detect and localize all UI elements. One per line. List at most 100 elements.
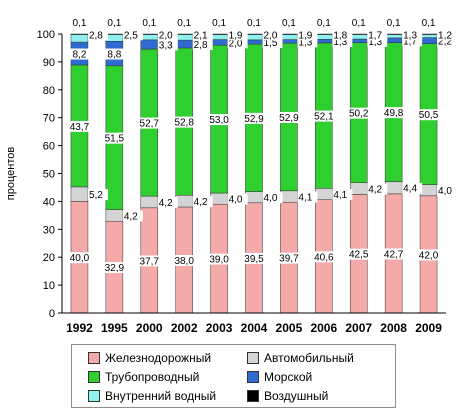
data-label-bg xyxy=(275,252,302,264)
data-label: 2,5 xyxy=(124,30,138,41)
legend-swatch xyxy=(88,352,100,364)
data-label-bg xyxy=(262,36,283,48)
data-label: 0,1 xyxy=(107,18,121,29)
data-label-bg xyxy=(380,248,407,260)
data-label-bg xyxy=(66,120,93,132)
data-label: 52,9 xyxy=(244,114,264,125)
data-label: 52,9 xyxy=(279,113,299,124)
data-label-bg xyxy=(69,17,90,28)
bar-segment xyxy=(210,33,228,35)
data-label: 43,7 xyxy=(70,122,90,133)
data-label: 0,1 xyxy=(212,18,226,29)
data-label: 39,7 xyxy=(279,254,299,265)
data-label: 5,2 xyxy=(89,190,103,201)
data-label: 40,6 xyxy=(314,252,334,263)
bar-segment xyxy=(419,184,438,197)
data-label: 0,1 xyxy=(282,18,296,29)
data-label: 0,1 xyxy=(247,18,261,29)
data-label-bg xyxy=(262,192,283,204)
data-label: 42,5 xyxy=(349,250,369,261)
data-label: 38,0 xyxy=(174,256,194,267)
legend-swatch xyxy=(88,390,100,402)
legend-label: Автомобильный xyxy=(264,351,354,365)
data-label: 2,2 xyxy=(438,37,452,48)
data-label: 53,0 xyxy=(209,115,229,126)
y-tick-label: 20 xyxy=(43,252,55,264)
data-label: 1,3 xyxy=(298,37,312,48)
data-label-bg xyxy=(227,37,248,49)
data-label: 4,0 xyxy=(264,193,278,204)
bar-segment xyxy=(105,209,124,222)
bar-segment xyxy=(245,33,263,35)
data-label: 1,7 xyxy=(403,36,417,47)
data-label-bg xyxy=(171,254,198,266)
bar-segment xyxy=(245,39,263,45)
legend: Железнодорожный Автомобильный Трубопроводн… xyxy=(71,344,396,408)
data-label-bg xyxy=(332,189,353,201)
x-tick-label: 2002 xyxy=(171,321,198,335)
data-label-bg xyxy=(174,17,195,28)
data-label: 4,1 xyxy=(298,193,312,204)
bar-segment xyxy=(175,39,193,49)
data-label: 32,9 xyxy=(105,263,125,274)
data-label-bg xyxy=(157,39,178,51)
data-label-bg xyxy=(87,189,108,201)
bar-segment xyxy=(315,39,333,44)
data-label: 1,3 xyxy=(403,30,417,41)
data-label-bg xyxy=(157,29,178,41)
data-label-bg xyxy=(297,36,318,48)
y-tick-label: 0 xyxy=(49,308,55,320)
legend-item: Воздушный xyxy=(247,388,328,404)
x-tick-label: 2009 xyxy=(415,321,442,335)
legend-item: Железнодорожный xyxy=(88,350,211,366)
bar-segment xyxy=(175,195,193,208)
data-label: 8,8 xyxy=(107,50,121,61)
data-label: 4,2 xyxy=(159,198,173,209)
bar-segment xyxy=(210,192,228,205)
data-label: 52,7 xyxy=(140,119,160,130)
data-label: 0,1 xyxy=(387,18,401,29)
data-label-bg xyxy=(66,252,93,264)
legend-item: Трубопроводный xyxy=(88,369,199,385)
data-label-bg xyxy=(310,110,337,122)
bar-segment xyxy=(419,33,438,35)
data-label: 37,7 xyxy=(140,256,160,267)
y-tick-label: 10 xyxy=(43,280,55,292)
data-label-bg xyxy=(136,117,163,129)
bar-segment xyxy=(175,33,193,35)
legend-swatch xyxy=(88,371,100,383)
data-label-bg xyxy=(227,193,248,205)
data-label: 50,5 xyxy=(419,110,439,121)
data-label: 1,8 xyxy=(333,30,347,41)
bar-segment xyxy=(140,195,159,209)
bar-segment xyxy=(70,186,89,202)
data-label: 1,9 xyxy=(298,30,312,41)
bar-segment xyxy=(419,37,438,45)
data-label-bg xyxy=(104,17,125,28)
bar-segment xyxy=(245,34,263,41)
x-axis-tick-labels: 1992 1995 2000 2002 2003 2004 2005 2006 2007 2008… xyxy=(66,321,442,335)
bar-segment xyxy=(140,34,159,41)
data-label-bg xyxy=(101,262,128,274)
data-label-bg xyxy=(206,114,233,126)
data-label-bg xyxy=(122,210,143,222)
data-label-bg xyxy=(310,251,337,263)
data-label: 1,9 xyxy=(229,30,243,41)
data-label-bg xyxy=(332,36,353,48)
bar-segment xyxy=(349,34,368,40)
data-label: 4,0 xyxy=(229,195,243,206)
bar-segment xyxy=(210,34,228,40)
data-label: 52,1 xyxy=(314,112,334,123)
data-label-bg xyxy=(367,183,388,195)
data-label: 1,2 xyxy=(438,30,452,41)
data-label: 0,1 xyxy=(142,18,156,29)
data-label-bg xyxy=(367,35,388,47)
bar-segment xyxy=(384,181,403,195)
legend-swatch xyxy=(247,390,259,402)
data-label: 2,0 xyxy=(229,38,243,49)
x-tick-label: 1995 xyxy=(101,321,128,335)
data-label-bg xyxy=(244,17,264,28)
data-label-bg xyxy=(278,17,299,28)
data-label-bg xyxy=(206,253,233,265)
data-label-bg xyxy=(157,196,178,208)
